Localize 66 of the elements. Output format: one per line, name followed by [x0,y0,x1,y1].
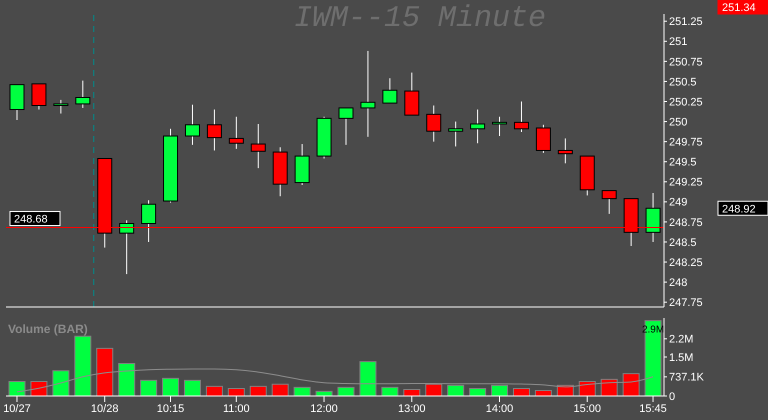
bar [140,380,158,396]
y-tick-label: 248.75 [669,216,703,229]
x-tick-label: 13:00 [398,402,426,415]
x-tick-label: 15:00 [573,402,601,415]
bar [469,388,486,396]
candlestick [184,104,200,146]
x-tick-label: 12:00 [310,402,338,415]
bar [162,378,180,396]
candlestick [53,99,68,114]
text: 251.34 [722,2,756,14]
y-tick-label: 248.5 [669,236,697,249]
candlestick [360,50,376,138]
candlestick [470,109,486,144]
x-tick-label: 10/27 [3,402,31,415]
candlestick [250,123,266,169]
candlestick [141,200,156,242]
bar [403,389,420,396]
candlestick [492,116,508,137]
y-tick-label: 247.75 [669,297,703,310]
text: 248.92 [722,203,756,216]
y-tick-label: 249 [669,196,688,209]
bar [381,386,398,396]
y-tick-label: 2.2M [669,334,694,346]
bar [534,390,552,396]
bar [512,388,530,396]
candlestick [426,105,442,142]
candlestick [382,78,398,104]
y-tick-label: 250.25 [669,96,703,108]
candlestick [338,107,354,146]
y-tick-label: 1.5M [669,352,694,364]
candlestick [31,83,46,110]
y-tick-label: 249.75 [669,136,703,149]
y-tick-label: 737.1K [669,372,705,384]
bar [184,380,201,396]
ref-line-label: 248.68 [14,214,48,226]
bar [272,384,289,396]
y-tick-label: 249.25 [669,176,703,189]
candlestick [536,124,551,154]
candlestick [448,121,464,147]
y-tick-label: 251.25 [669,16,703,28]
candlestick [558,138,573,164]
candlestick [602,190,617,214]
y-tick-label: 251 [669,36,688,48]
candlestick [228,116,244,150]
y-tick-label: 250.75 [669,56,703,68]
bar [250,386,267,396]
bar [206,386,223,396]
bar [228,388,245,396]
x-tick-label: 10:15 [156,402,184,415]
y-tick-label: 248.25 [669,256,703,269]
candlestick [119,220,134,275]
candlestick [514,101,529,133]
x-tick-label: 10/28 [90,402,118,415]
y-tick-label: 250.5 [669,76,697,88]
x-tick-label: 15:45 [639,402,667,415]
y-tick-label: 250 [669,116,688,128]
bar [294,386,311,396]
bar [338,386,354,396]
candlestick [206,109,222,151]
y-tick-label: 249.5 [669,156,697,169]
candlestick [75,80,90,108]
y-tick-label: 248 [669,277,688,290]
chart-title: Volume (BAR) [8,322,88,336]
x-tick-label: 11:00 [222,402,250,415]
x-tick-label: 14:00 [486,402,514,415]
y-tick-label: 0 [669,390,676,403]
